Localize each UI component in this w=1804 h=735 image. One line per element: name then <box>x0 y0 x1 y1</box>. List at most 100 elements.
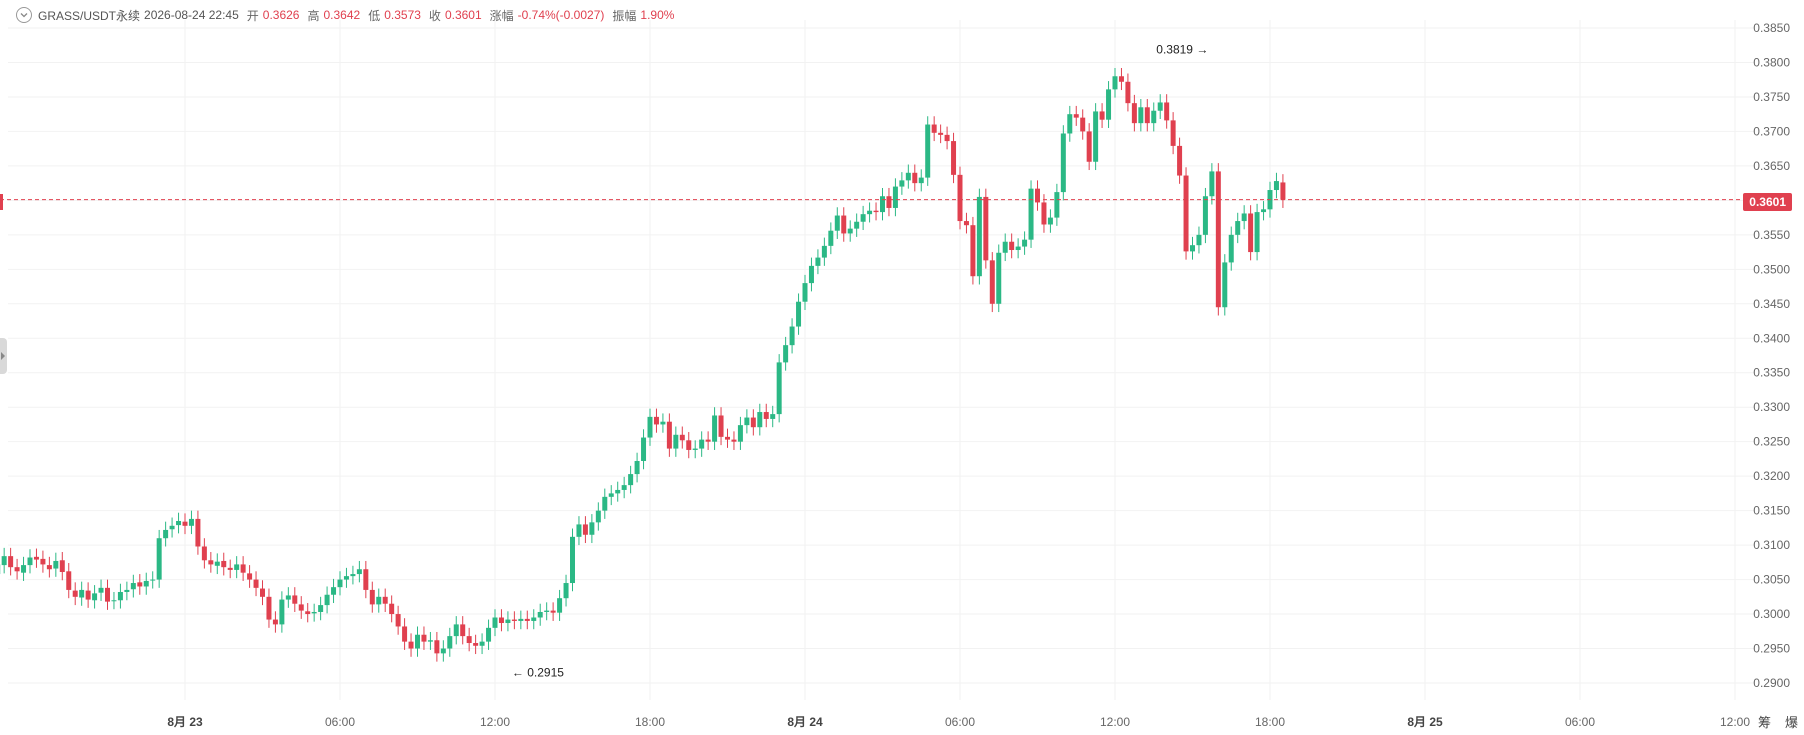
candle-body <box>492 617 498 628</box>
candle-body <box>582 524 588 535</box>
candle-body <box>150 579 156 581</box>
candle-body <box>589 522 595 535</box>
x-tick-label: 06:00 <box>325 715 355 729</box>
candle-body <box>130 583 136 590</box>
candle-body <box>305 611 311 615</box>
candle-body <box>447 636 453 649</box>
candle-body <box>272 619 278 625</box>
candle-body <box>53 560 59 569</box>
candle-body <box>731 439 737 442</box>
candle-body <box>1060 133 1066 193</box>
y-tick-label: 0.3700 <box>1753 124 1790 138</box>
candle-body <box>518 618 524 621</box>
candle-body <box>996 252 1002 304</box>
candle-body <box>1047 217 1053 225</box>
candle-body <box>117 591 123 601</box>
candle-body <box>234 564 240 570</box>
candle-body <box>1280 182 1286 200</box>
candle-body <box>989 260 995 304</box>
candle-body <box>867 210 873 215</box>
candle-body <box>369 589 375 605</box>
candle-body <box>8 556 14 568</box>
sidebar-toggle-handle[interactable] <box>0 338 7 374</box>
y-tick-label: 0.3000 <box>1753 607 1790 621</box>
candle-body <box>253 579 259 588</box>
candle-body <box>925 124 931 178</box>
candle-body <box>1015 246 1021 251</box>
x-tick-label: 12:00 <box>1100 715 1130 729</box>
candle-body <box>550 610 556 613</box>
candle-body <box>886 196 892 208</box>
x-tick-label: 8月 23 <box>167 715 203 729</box>
candle-body <box>531 617 537 621</box>
candle-body <box>1235 221 1241 235</box>
close-label: 收 <box>428 8 441 23</box>
candle-body <box>1009 241 1015 251</box>
candle-body <box>72 590 78 597</box>
candle-body <box>944 134 950 142</box>
candle-body <box>789 326 795 346</box>
candle-body <box>1190 245 1195 252</box>
candle-body <box>899 180 905 187</box>
candle-body <box>847 228 853 234</box>
open-label: 开 <box>246 8 259 23</box>
candle-body <box>124 589 130 592</box>
liquidation-button[interactable]: 爆 <box>1784 715 1798 730</box>
candle-body <box>350 574 356 577</box>
candle-body <box>195 518 201 547</box>
open-value: 0.3626 <box>262 8 300 22</box>
candle-body <box>389 603 395 615</box>
x-tick-label: 8月 25 <box>1407 715 1443 729</box>
candle-body <box>1073 114 1079 118</box>
candle-body <box>938 132 944 135</box>
candle-body <box>1028 188 1034 240</box>
bottom-toolbar: 筹 爆 <box>1758 712 1798 731</box>
candle-body <box>1241 213 1247 222</box>
chips-button[interactable]: 筹 <box>1757 715 1771 730</box>
candle-body <box>382 596 388 604</box>
candle-body <box>796 301 802 327</box>
candle-body <box>105 587 110 602</box>
candle-body <box>1254 212 1260 253</box>
candle-body <box>111 600 117 602</box>
candle-body <box>524 618 530 621</box>
candle-body <box>21 565 27 573</box>
low-label: 低 <box>368 8 381 23</box>
candle-body <box>1164 102 1170 121</box>
candle-body <box>85 590 91 600</box>
candle-body <box>544 610 550 612</box>
candle-body <box>415 634 420 649</box>
ohlc-header: GRASS/USDT永续 2026-08-24 22:45 开 0.3626 高… <box>16 6 682 24</box>
chevron-down-icon[interactable] <box>16 7 32 23</box>
candle-body <box>666 421 672 449</box>
candle-body <box>1183 175 1189 252</box>
candle-body <box>602 496 608 511</box>
candle-body <box>266 596 272 620</box>
candle-body <box>802 283 808 302</box>
candle-body <box>1054 192 1060 218</box>
change-value: -0.74%(-0.0027) <box>517 8 605 22</box>
y-tick-label: 0.3350 <box>1753 366 1790 380</box>
y-tick-label: 0.2900 <box>1753 676 1790 690</box>
candle-body <box>918 177 924 184</box>
candle-body <box>1273 181 1279 191</box>
candle-body <box>1125 81 1131 104</box>
candle-body <box>163 529 169 539</box>
candle-body <box>905 172 911 181</box>
candle-body <box>1131 103 1137 124</box>
candle-body <box>763 412 769 419</box>
candle-body <box>434 640 440 654</box>
candle-body <box>479 641 485 646</box>
candle-body <box>718 415 724 437</box>
candle-body <box>440 648 446 654</box>
y-tick-label: 0.2950 <box>1753 642 1790 656</box>
candle-body <box>376 596 382 605</box>
x-tick-label: 06:00 <box>945 715 975 729</box>
candle-body <box>182 521 188 526</box>
candle-body <box>1118 76 1124 82</box>
x-tick-label: 8月 24 <box>787 715 823 729</box>
close-value: 0.3601 <box>444 8 482 22</box>
candle-body <box>505 619 511 624</box>
candle-body <box>1144 107 1150 124</box>
